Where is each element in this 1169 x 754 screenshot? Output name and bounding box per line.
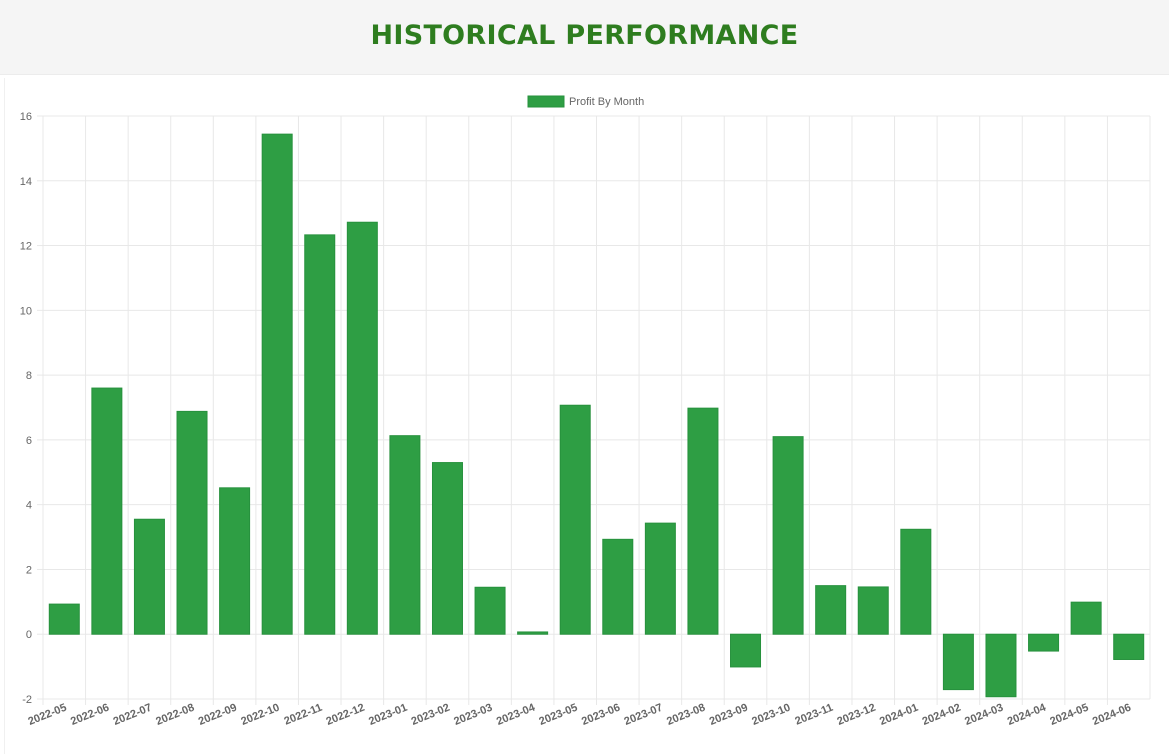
bar-2022-11[interactable] <box>304 234 336 635</box>
y-tick-label: 2 <box>26 564 32 576</box>
bar-2023-05[interactable] <box>559 404 591 635</box>
x-tick-label: 2022-05 <box>26 702 68 728</box>
page-header: HISTORICAL PERFORMANCE <box>0 0 1169 75</box>
bar-2022-08[interactable] <box>176 410 208 635</box>
y-tick-label: 16 <box>20 111 32 123</box>
x-tick-label: 2022-11 <box>283 702 324 728</box>
x-tick-label: 2022-07 <box>112 702 154 728</box>
x-tick-label: 2023-06 <box>580 702 622 728</box>
x-tick-label: 2023-02 <box>410 702 452 728</box>
y-tick-label: 4 <box>26 500 32 512</box>
legend-swatch[interactable] <box>527 95 565 108</box>
x-tick-label: 2023-08 <box>665 702 707 728</box>
bar-2024-05[interactable] <box>1070 601 1102 635</box>
y-tick-label: 0 <box>26 629 32 641</box>
bar-2024-01[interactable] <box>900 528 932 635</box>
bar-2022-10[interactable] <box>261 133 293 635</box>
y-tick-label: 14 <box>20 176 32 188</box>
legend[interactable]: Profit By Month <box>527 95 644 108</box>
bar-2023-08[interactable] <box>687 407 719 635</box>
bar-2023-09[interactable] <box>730 633 762 668</box>
bar-2022-09[interactable] <box>219 487 251 635</box>
bar-2023-12[interactable] <box>857 586 889 635</box>
x-tick-label: 2024-05 <box>1048 702 1090 728</box>
x-tick-label: 2023-09 <box>708 702 750 728</box>
bar-2022-07[interactable] <box>133 518 165 635</box>
x-tick-label: 2024-03 <box>963 702 1005 728</box>
x-axis-ticks: 2022-05 2022-06 2022-07 2022-08 2022-09 2022-… <box>26 701 1132 728</box>
y-tick-label: 8 <box>26 370 32 382</box>
bar-2024-02[interactable] <box>942 633 974 691</box>
x-tick-label: 2023-01 <box>367 702 409 728</box>
bar-2022-12[interactable] <box>346 221 378 635</box>
x-tick-label: 2024-01 <box>878 702 920 728</box>
x-tick-label: 2023-04 <box>495 701 538 728</box>
bar-2023-04[interactable] <box>517 631 549 635</box>
bar-2023-07[interactable] <box>644 522 676 635</box>
y-axis-ticks: -2 0 2 4 6 8 10 12 14 16 <box>20 111 32 706</box>
x-tick-label: 2023-11 <box>793 702 834 728</box>
bar-2023-06[interactable] <box>602 538 634 635</box>
x-tick-label: 2022-06 <box>69 702 111 728</box>
x-tick-label: 2023-12 <box>835 702 877 728</box>
x-tick-label: 2024-04 <box>1006 701 1049 728</box>
page-title: HISTORICAL PERFORMANCE <box>370 20 799 51</box>
bar-2024-06[interactable] <box>1113 633 1145 660</box>
y-tick-label: -2 <box>22 694 32 706</box>
bar-2023-11[interactable] <box>815 585 847 635</box>
x-tick-label: 2023-03 <box>452 702 494 728</box>
x-tick-label: 2022-12 <box>325 702 367 728</box>
x-tick-label: 2022-09 <box>197 702 239 728</box>
bar-2023-10[interactable] <box>772 436 804 635</box>
x-tick-label: 2023-05 <box>537 702 579 728</box>
x-tick-label: 2022-10 <box>239 702 281 728</box>
x-tick-label: 2024-06 <box>1091 702 1133 728</box>
bar-2024-04[interactable] <box>1028 633 1060 652</box>
bar-2023-03[interactable] <box>474 586 506 635</box>
bar-2023-02[interactable] <box>431 462 463 635</box>
y-tick-label: 10 <box>20 305 32 317</box>
y-tick-label: 12 <box>20 241 32 253</box>
x-tick-label: 2022-08 <box>154 702 196 728</box>
y-tick-label: 6 <box>26 435 32 447</box>
bar-2022-06[interactable] <box>91 387 123 635</box>
x-tick-label: 2023-07 <box>623 702 665 728</box>
bars <box>48 133 1145 698</box>
bar-2024-03[interactable] <box>985 633 1017 698</box>
x-tick-label: 2024-02 <box>921 702 963 728</box>
x-tick-label: 2023-10 <box>750 702 792 728</box>
bar-2022-05[interactable] <box>48 603 80 635</box>
legend-label[interactable]: Profit By Month <box>569 96 644 108</box>
bar-2023-01[interactable] <box>389 435 421 635</box>
